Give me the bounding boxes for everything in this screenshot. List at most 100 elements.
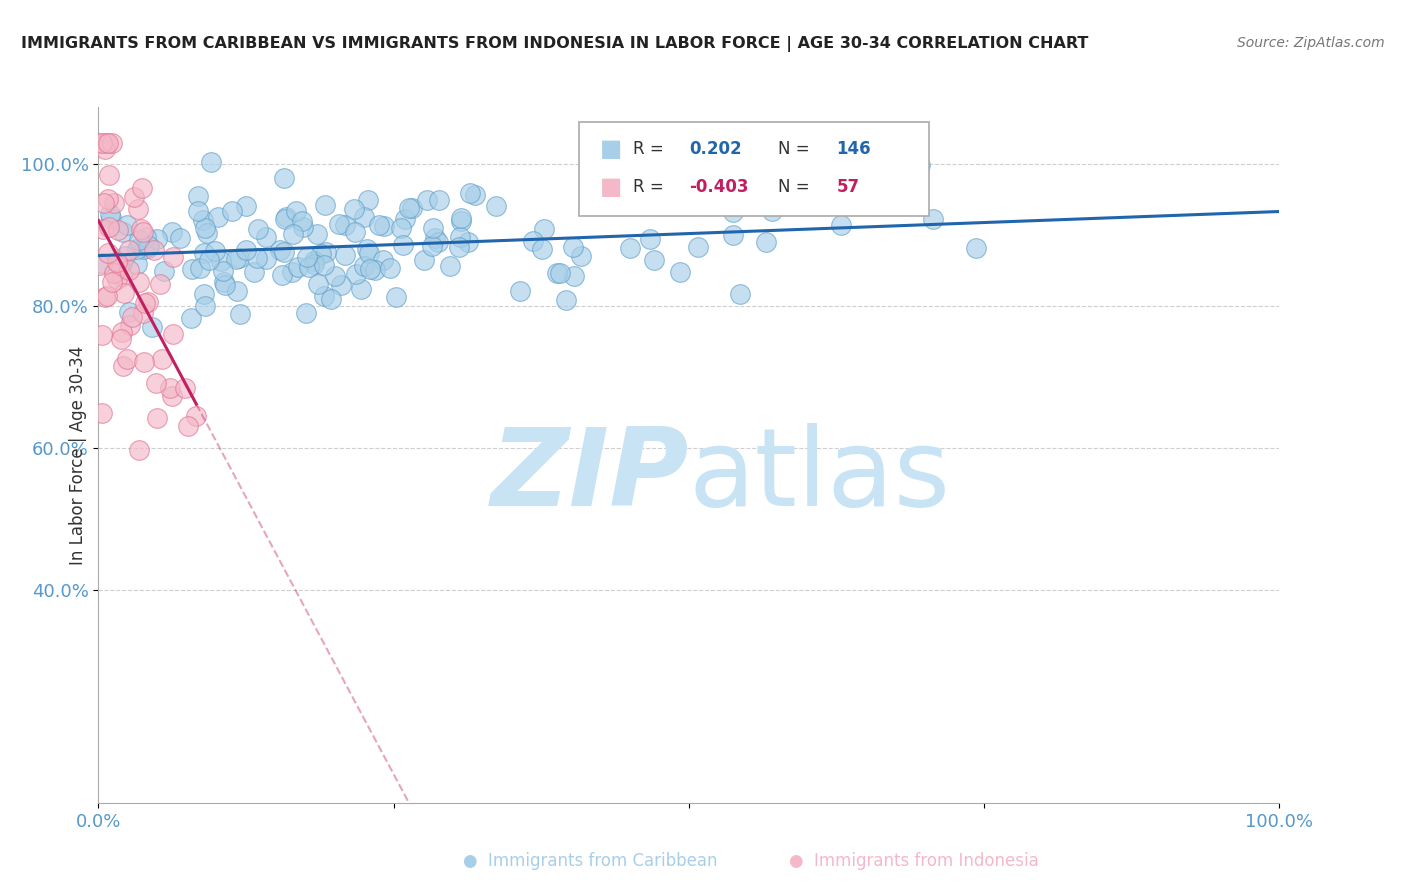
Text: Source: ZipAtlas.com: Source: ZipAtlas.com (1237, 36, 1385, 50)
Point (118, 243, 141, 257)
Text: R =: R = (634, 178, 664, 196)
Point (329, 277, 352, 292)
Point (309, 247, 332, 261)
Point (87, 136, 110, 150)
Point (333, 218, 356, 232)
Point (533, 222, 555, 236)
Point (128, 275, 150, 289)
Point (367, 218, 389, 232)
Point (242, 265, 264, 279)
Point (136, 295, 159, 310)
Point (427, 235, 450, 250)
Point (325, 268, 347, 283)
Point (643, 252, 665, 267)
Point (103, 195, 125, 210)
Point (101, 136, 124, 150)
Point (333, 248, 356, 262)
Point (273, 171, 295, 186)
Point (772, 197, 794, 211)
Point (304, 257, 326, 271)
Point (103, 266, 125, 280)
Point (416, 193, 439, 207)
Point (117, 218, 139, 232)
Point (427, 193, 450, 207)
Point (209, 253, 232, 268)
Point (111, 269, 134, 284)
Point (273, 244, 295, 259)
Point (131, 181, 153, 195)
Point (908, 158, 931, 172)
Point (162, 389, 184, 403)
Point (93, 195, 115, 210)
Point (98, 169, 121, 183)
Point (755, 235, 778, 249)
Point (723, 228, 745, 243)
Point (228, 251, 250, 265)
Point (173, 380, 195, 394)
Point (598, 161, 620, 176)
Point (211, 264, 233, 278)
Text: 57: 57 (837, 178, 859, 196)
Point (127, 257, 149, 271)
Point (207, 210, 229, 224)
Point (371, 252, 394, 267)
Point (389, 221, 412, 235)
Point (761, 203, 783, 218)
Point (127, 202, 149, 216)
Point (149, 277, 172, 291)
Point (235, 199, 257, 213)
Point (619, 241, 641, 255)
Point (145, 376, 167, 391)
Point (118, 318, 141, 332)
Point (122, 190, 145, 204)
Point (169, 231, 191, 245)
Point (136, 240, 159, 254)
Point (193, 287, 215, 301)
Point (422, 221, 444, 235)
Point (246, 252, 269, 266)
Point (830, 218, 852, 232)
Point (254, 229, 277, 244)
Y-axis label: In Labor Force | Age 30-34: In Labor Force | Age 30-34 (69, 345, 87, 565)
Point (129, 222, 152, 236)
Point (94, 142, 117, 156)
Point (111, 359, 134, 374)
Point (128, 234, 150, 248)
Point (728, 287, 751, 301)
Point (307, 277, 329, 291)
Point (319, 292, 342, 306)
Point (450, 211, 472, 226)
Point (97, 136, 120, 150)
Point (686, 240, 709, 254)
Point (464, 188, 486, 202)
Text: N =: N = (778, 140, 808, 158)
Point (457, 235, 479, 249)
Point (94, 136, 117, 151)
Point (132, 306, 155, 320)
Point (194, 221, 217, 235)
Point (298, 260, 321, 274)
Point (187, 204, 209, 219)
Point (353, 260, 375, 274)
Point (458, 186, 481, 200)
Point (114, 249, 136, 263)
Text: 0.202: 0.202 (689, 140, 741, 158)
Point (439, 260, 461, 274)
Point (246, 222, 269, 236)
Point (134, 243, 156, 257)
Point (187, 189, 209, 203)
Point (134, 355, 156, 369)
Point (294, 305, 316, 319)
Point (97, 192, 120, 206)
Text: ■: ■ (600, 136, 623, 161)
Point (385, 291, 408, 305)
Point (343, 202, 366, 217)
Point (314, 198, 336, 212)
Point (194, 299, 217, 313)
Point (546, 266, 568, 280)
Point (373, 219, 395, 234)
Point (357, 193, 380, 207)
Point (522, 234, 544, 248)
Point (94, 290, 117, 304)
Point (135, 230, 157, 244)
